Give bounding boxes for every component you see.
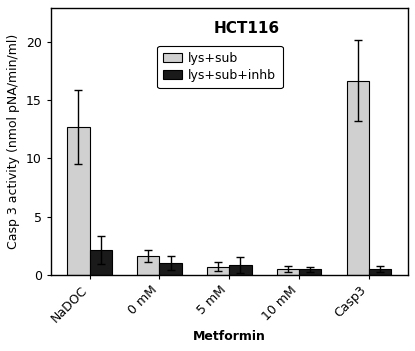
Bar [207, 266, 229, 274]
X-axis label: Metformin: Metformin [193, 331, 266, 344]
Bar [67, 127, 90, 274]
Y-axis label: Casp 3 activity (nmol pNA/min/ml): Casp 3 activity (nmol pNA/min/ml) [7, 33, 20, 249]
Text: HCT116: HCT116 [214, 21, 280, 36]
Legend: lys+sub, lys+sub+inhb: lys+sub, lys+sub+inhb [157, 46, 283, 88]
Bar [369, 269, 391, 274]
Bar [90, 250, 112, 274]
Bar [347, 81, 369, 274]
Bar [229, 265, 251, 274]
Bar [299, 270, 322, 274]
Bar [137, 256, 159, 274]
Bar [277, 269, 299, 274]
Bar [159, 263, 182, 274]
